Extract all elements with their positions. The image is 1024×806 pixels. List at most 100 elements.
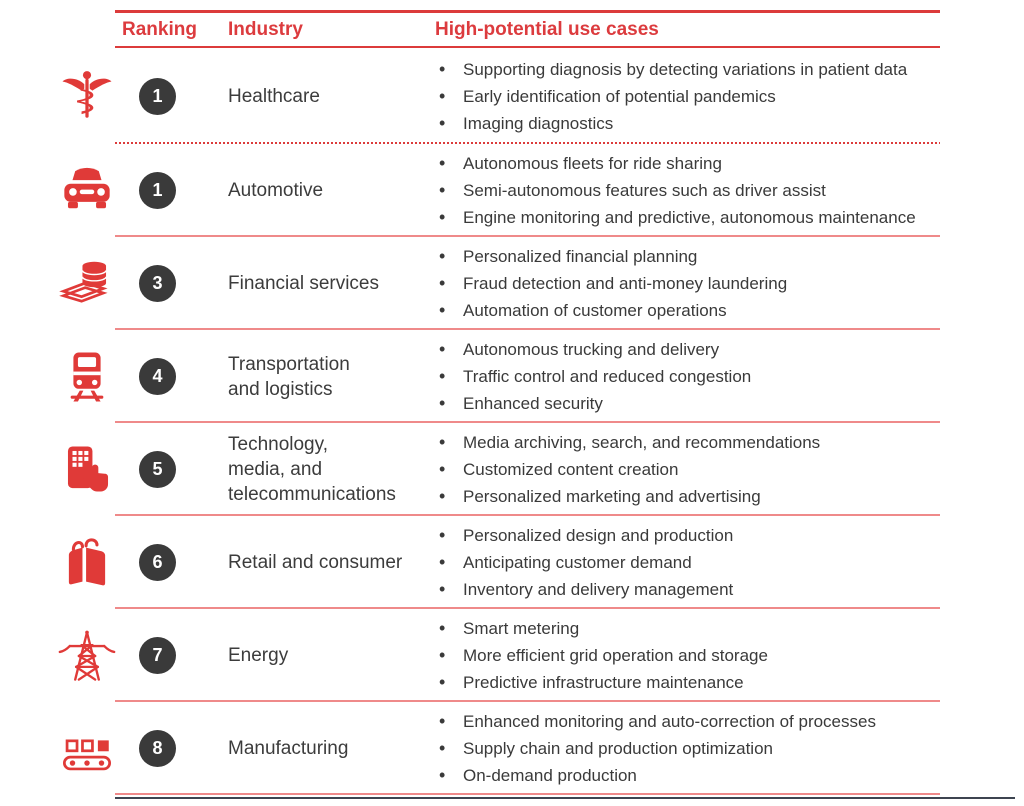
ranking-cell: 3 xyxy=(130,265,225,302)
ranking-cell: 4 xyxy=(130,358,225,395)
power-tower-icon xyxy=(58,627,116,685)
industry-name: Energy xyxy=(228,645,289,666)
rank-badge: 7 xyxy=(139,637,176,674)
use-case-item: Autonomous fleets for ride sharing xyxy=(432,150,940,177)
ranking-cell: 5 xyxy=(130,451,225,488)
use-case-item: Inventory and delivery management xyxy=(432,576,940,603)
use-case-item: Engine monitoring and predictive, autono… xyxy=(432,204,940,231)
industry-icon-cell xyxy=(0,67,130,125)
industry-name: Technology, media, and telecommunication… xyxy=(228,434,396,505)
ranking-cell: 1 xyxy=(130,77,225,115)
row-separator xyxy=(115,235,940,237)
industry-name: Automotive xyxy=(228,180,324,201)
caduceus-icon xyxy=(58,67,116,125)
table-row: 6 Retail and consumer Personalized desig… xyxy=(0,516,1024,609)
use-cases-list: Supporting diagnosis by detecting variat… xyxy=(432,56,940,137)
ranking-table: Ranking Industry High-potential use case… xyxy=(0,10,1024,799)
use-cases-cell: Autonomous trucking and deliveryTraffic … xyxy=(432,336,1024,417)
use-case-item: Autonomous trucking and delivery xyxy=(432,336,940,363)
use-case-item: Enhanced monitoring and auto-correction … xyxy=(432,708,940,735)
industry-icon-cell xyxy=(0,720,130,778)
use-cases-list: Personalized financial planningFraud det… xyxy=(432,243,940,324)
use-case-item: Semi-autonomous features such as driver … xyxy=(432,177,940,204)
use-case-item: Traffic control and reduced congestion xyxy=(432,363,940,390)
rank-badge: 4 xyxy=(139,358,176,395)
use-cases-cell: Personalized design and productionAntici… xyxy=(432,522,1024,603)
industry-icon-cell xyxy=(0,627,130,685)
use-case-item: Supporting diagnosis by detecting variat… xyxy=(432,56,940,83)
table-bottom-rule xyxy=(115,797,1015,799)
row-separator xyxy=(115,700,940,702)
use-case-item: Personalized financial planning xyxy=(432,243,940,270)
row-separator xyxy=(115,514,940,516)
table-row: 8 Manufacturing Enhanced monitoring and … xyxy=(0,702,1024,795)
industry-name: Healthcare xyxy=(228,85,320,107)
use-case-item: Automation of customer operations xyxy=(432,297,940,324)
industry-name: Transportation and logistics xyxy=(228,353,350,400)
row-separator xyxy=(115,607,940,609)
use-case-item: On-demand production xyxy=(432,762,940,789)
use-cases-list: Enhanced monitoring and auto-correction … xyxy=(432,708,940,789)
use-case-item: Enhanced security xyxy=(432,390,940,417)
table-row: 1 Healthcare Supporting diagnosis by det… xyxy=(0,48,1024,144)
phone-tap-icon xyxy=(58,441,116,499)
table-row: 7 Energy Smart meteringMore efficient gr… xyxy=(0,609,1024,702)
rank-badge: 8 xyxy=(139,730,176,767)
use-cases-list: Smart meteringMore efficient grid operat… xyxy=(432,615,940,696)
use-cases-list: Media archiving, search, and recommendat… xyxy=(432,429,940,510)
row-separator xyxy=(115,142,940,144)
use-case-item: Customized content creation xyxy=(432,456,940,483)
shopping-bag-icon xyxy=(58,534,116,592)
use-cases-list: Autonomous trucking and deliveryTraffic … xyxy=(432,336,940,417)
use-case-item: Personalized marketing and advertising xyxy=(432,483,940,510)
use-case-item: Media archiving, search, and recommendat… xyxy=(432,429,940,456)
rank-badge: 3 xyxy=(139,265,176,302)
car-icon xyxy=(58,162,116,220)
table-row: 3 Financial services Personalized financ… xyxy=(0,237,1024,330)
rank-badge: 6 xyxy=(139,544,176,581)
header-industry-label: Industry xyxy=(228,19,303,40)
use-case-item: Supply chain and production optimization xyxy=(432,735,940,762)
use-case-item: Anticipating customer demand xyxy=(432,549,940,576)
use-cases-cell: Media archiving, search, and recommendat… xyxy=(432,429,1024,510)
use-case-item: Personalized design and production xyxy=(432,522,940,549)
header-use-cases-label: High-potential use cases xyxy=(435,19,659,40)
rank-badge: 5 xyxy=(139,451,176,488)
rank-badge: 1 xyxy=(139,77,176,115)
industry-name: Financial services xyxy=(228,273,379,294)
table-row: 1 Automotive Autonomous fleets for ride … xyxy=(0,144,1024,237)
table-body: 1 Healthcare Supporting diagnosis by det… xyxy=(0,48,1024,795)
use-case-item: Imaging diagnostics xyxy=(432,110,940,137)
industry-icon-cell xyxy=(0,534,130,592)
row-separator xyxy=(115,328,940,330)
use-cases-cell: Supporting diagnosis by detecting variat… xyxy=(432,56,1024,137)
ranking-cell: 7 xyxy=(130,637,225,674)
table-row: 4 Transportation and logistics Autonomou… xyxy=(0,330,1024,423)
industry-name: Manufacturing xyxy=(228,738,349,759)
use-case-item: Smart metering xyxy=(432,615,940,642)
industry-name: Retail and consumer xyxy=(228,552,403,573)
use-case-item: Early identification of potential pandem… xyxy=(432,83,940,110)
ranking-cell: 6 xyxy=(130,544,225,581)
row-separator xyxy=(115,793,940,795)
use-cases-cell: Enhanced monitoring and auto-correction … xyxy=(432,708,1024,789)
use-cases-cell: Smart meteringMore efficient grid operat… xyxy=(432,615,1024,696)
industry-icon-cell xyxy=(0,441,130,499)
use-case-item: Fraud detection and anti-money launderin… xyxy=(432,270,940,297)
row-separator xyxy=(115,421,940,423)
industry-icon-cell xyxy=(0,162,130,220)
use-cases-cell: Personalized financial planningFraud det… xyxy=(432,243,1024,324)
header-ranking-label: Ranking xyxy=(122,19,197,40)
table-row: 5 Technology, media, and telecommunicati… xyxy=(0,423,1024,516)
industry-icon-cell xyxy=(0,348,130,406)
use-cases-list: Autonomous fleets for ride sharingSemi-a… xyxy=(432,150,940,231)
use-cases-cell: Autonomous fleets for ride sharingSemi-a… xyxy=(432,150,1024,231)
train-icon xyxy=(58,348,116,406)
ranking-cell: 8 xyxy=(130,730,225,767)
table-header-row: Ranking Industry High-potential use case… xyxy=(115,10,940,48)
use-cases-list: Personalized design and productionAntici… xyxy=(432,522,940,603)
coins-icon xyxy=(58,255,116,313)
use-case-item: Predictive infrastructure maintenance xyxy=(432,669,940,696)
conveyor-icon xyxy=(58,720,116,778)
